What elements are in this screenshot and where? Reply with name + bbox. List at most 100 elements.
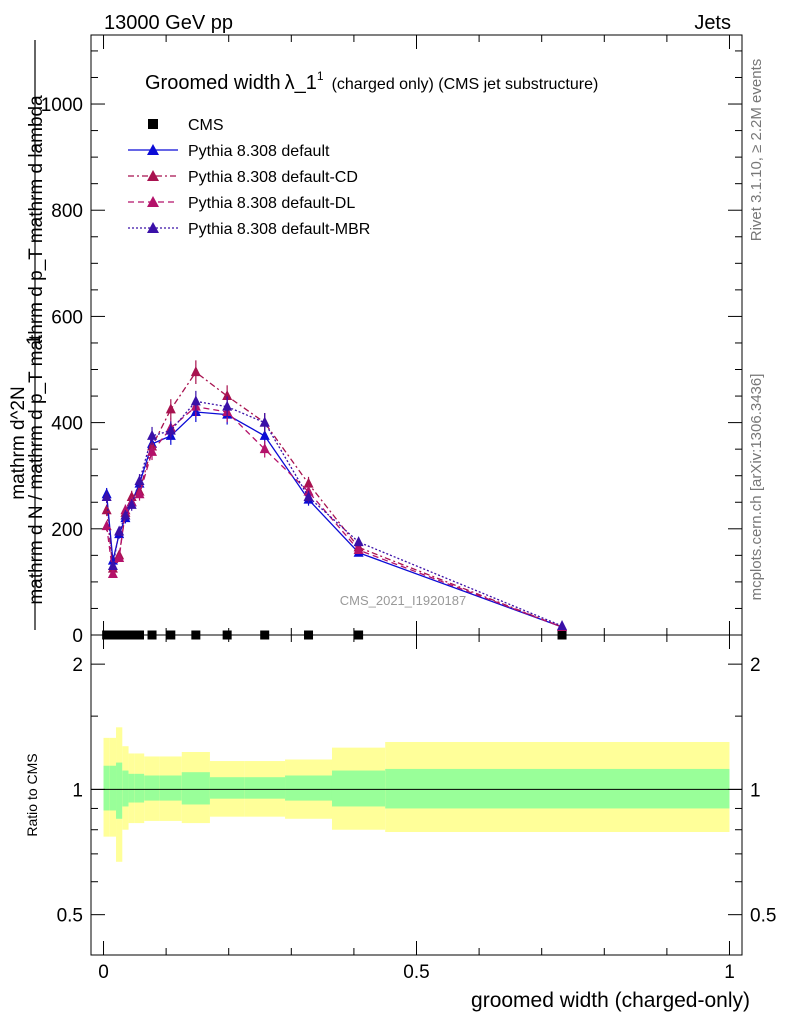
cms-data-point [191, 630, 201, 640]
ratio-ytick-label-left: 2 [72, 655, 83, 676]
cms-data-point [108, 630, 118, 640]
ratio-band-inner [244, 777, 286, 799]
cms-data-point [260, 630, 270, 640]
ratio-xtick-label: 0 [98, 962, 109, 983]
chart-title-sup: 1 [317, 69, 324, 83]
ratio-ytick-label-right: 0.5 [750, 906, 776, 927]
main-ytick-label: 600 [51, 307, 83, 328]
cms-data-point [114, 630, 124, 640]
legend-label: CMS [188, 117, 224, 134]
series-marker-default_mbr [190, 395, 201, 406]
series-marker-default_mbr [107, 559, 118, 570]
chart-title-rest: (charged only) (CMS jet substructure) [332, 76, 599, 93]
cms-data-point [557, 630, 567, 640]
ratio-ytick-label-right: 2 [750, 655, 761, 676]
main-ytick-label: 800 [51, 201, 83, 222]
legend-marker-default [147, 144, 159, 155]
ratio-band-inner [385, 768, 730, 809]
series-marker-default_dl [147, 445, 158, 456]
series-marker-default_cd [303, 477, 314, 488]
main-ytick-label: 0 [72, 626, 83, 647]
analysis-watermark: CMS_2021_I1920187 [340, 593, 467, 608]
chart-title-main: Groomed width [145, 72, 281, 94]
series-marker-default_mbr [126, 498, 137, 509]
cms-data-point [120, 630, 130, 640]
ratio-band-inner [285, 775, 332, 801]
series-marker-default_mbr [134, 475, 145, 486]
ratio-bands [91, 727, 742, 862]
series-layer [101, 360, 568, 640]
cms-data-point [354, 630, 364, 640]
main-ytick-label: 200 [51, 520, 83, 541]
ratio-xtick-label: 0.5 [403, 962, 429, 983]
series-marker-default_dl [114, 552, 125, 563]
chart-title-symbol: λ_1 [285, 72, 317, 94]
series-marker-default_mbr [303, 490, 314, 501]
x-axis-label: groomed width (charged-only) [471, 989, 750, 1012]
ratio-band-inner [144, 775, 160, 801]
series-marker-default_mbr [222, 400, 233, 411]
series-marker-default_mbr [120, 509, 131, 520]
series-marker-default_dl [107, 567, 118, 578]
cms-data-point [147, 630, 157, 640]
ratio-band-inner [134, 773, 145, 803]
ratio-band-inner [331, 770, 386, 807]
ratio-band-inner [181, 772, 210, 805]
legend-marker-default_dl [147, 196, 159, 207]
series-marker-default_dl [134, 488, 145, 499]
legend-label: Pythia 8.308 default-MBR [188, 221, 370, 238]
series-marker-default_mbr [114, 525, 125, 536]
chart-title: Groomed width λ_11 (charged only) (CMS jet… [145, 69, 598, 94]
series-marker-default_mbr [101, 490, 112, 501]
legend-label: Pythia 8.308 default-CD [188, 169, 358, 186]
ratio-band-inner [128, 773, 135, 803]
series-marker-default_cd [165, 403, 176, 414]
series-marker-default_mbr [165, 424, 176, 435]
ratio-band-inner [122, 770, 129, 807]
ratio-band-inner [103, 765, 110, 811]
legend: CMS Pythia 8.308 default Pythia 8.308 defa… [128, 117, 370, 238]
series-line-default_mbr [106, 400, 563, 627]
series-marker-default_mbr [557, 619, 568, 630]
series-line-default_cd [106, 371, 563, 628]
axis-ticks: 0 200 400 600 800 1000 0 0.5 1 0.5 0.5 1 1 2 2 [41, 35, 776, 983]
mcplots-label: mcplots.cern.ch [arXiv:1306.3436] [748, 374, 765, 601]
ratio-band-inner [109, 765, 117, 811]
main-ytick-label: 400 [51, 414, 83, 435]
rivet-label: Rivet 3.1.10, ≥ 2.2M events [748, 59, 765, 242]
ratio-band-inner [209, 777, 245, 799]
series-marker-default [259, 429, 270, 440]
cms-data-point [166, 630, 176, 640]
legend-label: Pythia 8.308 default [188, 143, 330, 160]
series-marker-default_dl [101, 520, 112, 531]
legend-marker-default_cd [147, 170, 159, 181]
series-marker-default_cd [101, 504, 112, 515]
ratio-ytick-label-right: 1 [750, 780, 761, 801]
series-line-default_dl [106, 405, 563, 628]
legend-marker-default_mbr [147, 222, 159, 233]
ratio-band-inner [116, 762, 123, 819]
cms-data-point [135, 630, 145, 640]
cms-data-point [304, 630, 314, 640]
legend-marker-cms [148, 119, 158, 129]
legend-label: Pythia 8.308 default-DL [188, 195, 355, 212]
series-marker-default_dl [120, 504, 131, 515]
series-marker-default_mbr [147, 429, 158, 440]
header-left: 13000 GeV pp [104, 12, 233, 34]
ratio-band-inner [159, 775, 182, 801]
main-ytick-label: 1000 [41, 95, 83, 116]
series-marker-default_dl [259, 443, 270, 454]
ratio-ytick-label-left: 1 [72, 780, 83, 801]
series-marker-default_cd [222, 390, 233, 401]
main-ylabel: 1 mathrm d^2N mathrm d N / mathrm d p_T … [8, 40, 47, 630]
series-marker-default_dl [303, 485, 314, 496]
series-marker-default_mbr [259, 416, 270, 427]
ratio-ytick-label-left: 0.5 [57, 906, 83, 927]
header-right: Jets [694, 12, 731, 34]
ratio-ylabel: Ratio to CMS [24, 753, 40, 836]
series-marker-default_cd [190, 366, 201, 377]
main-ylabel-num: mathrm d^2N [8, 386, 29, 499]
cms-data-point [222, 630, 232, 640]
series-marker-default_mbr [353, 536, 364, 547]
